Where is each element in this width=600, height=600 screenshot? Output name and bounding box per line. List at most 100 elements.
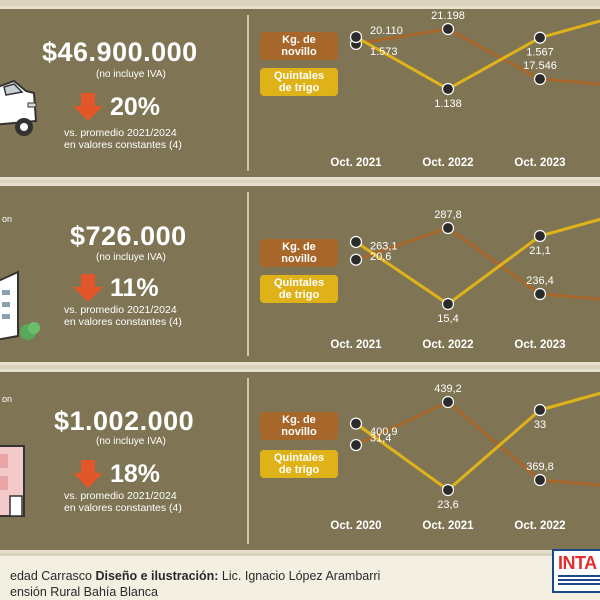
change-description: vs. promedio 2021/2024 en valores consta… bbox=[64, 127, 182, 151]
x-tick-label: Oct. 2023 bbox=[514, 157, 565, 169]
arrow-down-icon bbox=[72, 93, 104, 121]
data-point bbox=[533, 229, 547, 243]
inta-logo: INTA bbox=[552, 549, 600, 593]
credit-text: edad Carrasco bbox=[10, 569, 92, 583]
panel-2-summary: on $726.000 (no incluye IVA) 11% vs. pro… bbox=[0, 186, 247, 362]
change-row: 18% bbox=[72, 460, 160, 488]
price: $726.000 bbox=[70, 221, 187, 251]
x-tick-label: Oct. 2023 bbox=[514, 339, 565, 351]
data-label: 21.198 bbox=[431, 10, 465, 22]
x-tick-label: Oct. 2022 bbox=[422, 157, 473, 169]
line-chart-1: 20.110 21.198 17.546 1.573 1.138 1.567 Oct. 20… bbox=[330, 10, 600, 169]
credit-text: Lic. Ignacio López Arambarri bbox=[221, 569, 381, 583]
logo-stripes bbox=[558, 575, 600, 587]
series-line-novillo bbox=[355, 400, 600, 487]
credit-bold-text: Diseño e ilustración: bbox=[95, 569, 219, 583]
series-line-novillo bbox=[355, 226, 600, 301]
series-line-trigo bbox=[355, 217, 600, 306]
x-tick-label: Oct. 2021 bbox=[422, 520, 474, 532]
footer: edad Carrasco Diseño e ilustración: Lic.… bbox=[0, 556, 600, 600]
change-description: vs. promedio 2021/2024 en valores consta… bbox=[64, 304, 182, 328]
item-label: on bbox=[2, 214, 13, 224]
logo-text: INTA bbox=[558, 553, 597, 573]
data-label: 20,6 bbox=[370, 251, 391, 263]
series-line-novillo bbox=[355, 27, 600, 86]
change-percent: 18% bbox=[110, 459, 161, 488]
line-chart-3: 400,9 439,2 369,8 31,4 23,6 33 Oct. 2020 Oct. 2… bbox=[330, 383, 600, 532]
data-label: 21,1 bbox=[529, 245, 550, 257]
data-point bbox=[441, 221, 455, 235]
panel-1-summary: $46.900.000 (no incluye IVA) 20% vs. pro… bbox=[0, 9, 247, 177]
house-icon bbox=[0, 436, 38, 525]
item-label: on bbox=[2, 394, 13, 404]
legend-text: Quintales bbox=[273, 452, 325, 464]
legend-text: novillo bbox=[281, 426, 317, 438]
building-icon bbox=[0, 262, 42, 347]
line-chart-2: 263,1 287,8 236,4 20,6 15,4 21,1 Oct. 2021 Oct.… bbox=[330, 209, 600, 351]
price: $1.002.000 bbox=[54, 406, 195, 436]
divider bbox=[247, 15, 249, 171]
data-point bbox=[441, 483, 455, 497]
panel-3-summary: on $1.002.000 (no incluye IVA) 18% vs. p… bbox=[0, 372, 247, 550]
legend-trigo: Quintales de trigo bbox=[260, 68, 338, 96]
x-tick-label: Oct. 2021 bbox=[330, 157, 382, 169]
panel-3: on $1.002.000 (no incluye IVA) 18% vs. p… bbox=[0, 369, 600, 553]
data-point bbox=[533, 473, 547, 487]
data-label: 1.573 bbox=[370, 46, 398, 58]
data-label: 263,1 bbox=[370, 241, 398, 253]
data-label: 1.138 bbox=[434, 98, 462, 110]
panel-1: $46.900.000 (no incluye IVA) 20% vs. pro… bbox=[0, 6, 600, 180]
legend-text: Kg. de bbox=[282, 34, 316, 46]
data-label: 287,8 bbox=[434, 209, 462, 221]
credit-line-1: edad Carrasco Diseño e ilustración: Lic.… bbox=[10, 569, 380, 583]
change-description-line: vs. promedio 2021/2024 bbox=[64, 127, 177, 139]
data-point bbox=[533, 287, 547, 301]
divider bbox=[247, 192, 249, 356]
price: $46.900.000 bbox=[42, 37, 198, 67]
legend-novillo: Kg. de novillo bbox=[260, 239, 338, 267]
x-tick-label: Oct. 2022 bbox=[422, 339, 473, 351]
data-point bbox=[349, 235, 363, 249]
legend-text: Kg. de bbox=[282, 414, 316, 426]
data-label: 236,4 bbox=[526, 275, 554, 287]
change-description-line: vs. promedio 2021/2024 bbox=[64, 490, 177, 502]
legend-text: de trigo bbox=[278, 464, 320, 476]
data-point bbox=[441, 22, 455, 36]
price-note: (no incluye IVA) bbox=[96, 69, 166, 80]
panel-2: on $726.000 (no incluye IVA) 11% vs. pro… bbox=[0, 183, 600, 365]
data-point bbox=[349, 30, 363, 44]
change-percent: 20% bbox=[110, 92, 161, 121]
x-tick-label: Oct. 2020 bbox=[330, 520, 381, 532]
data-label: 20.110 bbox=[370, 25, 403, 37]
data-label: 33 bbox=[534, 419, 546, 431]
legend-novillo: Kg. de novillo bbox=[260, 32, 338, 60]
legend-text: novillo bbox=[281, 46, 317, 58]
divider bbox=[247, 378, 249, 544]
pickup-truck-icon bbox=[0, 71, 44, 146]
legend-trigo: Quintales de trigo bbox=[260, 275, 338, 303]
data-label: 369,8 bbox=[526, 461, 554, 473]
arrow-down-icon bbox=[72, 460, 104, 488]
change-description-line: en valores constantes (4) bbox=[64, 139, 182, 151]
data-point bbox=[441, 297, 455, 311]
data-label: 1.567 bbox=[526, 47, 554, 59]
data-point bbox=[349, 438, 363, 452]
x-tick-label: Oct. 2021 bbox=[330, 339, 382, 351]
legend-text: Quintales bbox=[273, 70, 325, 82]
data-label: 400,9 bbox=[370, 426, 398, 438]
change-description: vs. promedio 2021/2024 en valores consta… bbox=[64, 490, 182, 514]
legend-text: de trigo bbox=[278, 289, 320, 301]
x-tick-label: Oct. 2022 bbox=[514, 520, 565, 532]
legend-text: novillo bbox=[281, 253, 317, 265]
change-description-line: en valores constantes (4) bbox=[64, 316, 182, 328]
legend-novillo: Kg. de novillo bbox=[260, 412, 338, 440]
price-note: (no incluye IVA) bbox=[96, 252, 166, 263]
legend-text: Kg. de bbox=[282, 241, 316, 253]
data-point bbox=[441, 82, 455, 96]
data-point bbox=[533, 403, 547, 417]
series-line-trigo bbox=[355, 391, 600, 492]
change-description-line: en valores constantes (4) bbox=[64, 502, 182, 514]
credit-line-2: ensión Rural Bahía Blanca bbox=[10, 585, 159, 599]
data-label: 23,6 bbox=[437, 499, 458, 511]
data-point bbox=[441, 395, 455, 409]
